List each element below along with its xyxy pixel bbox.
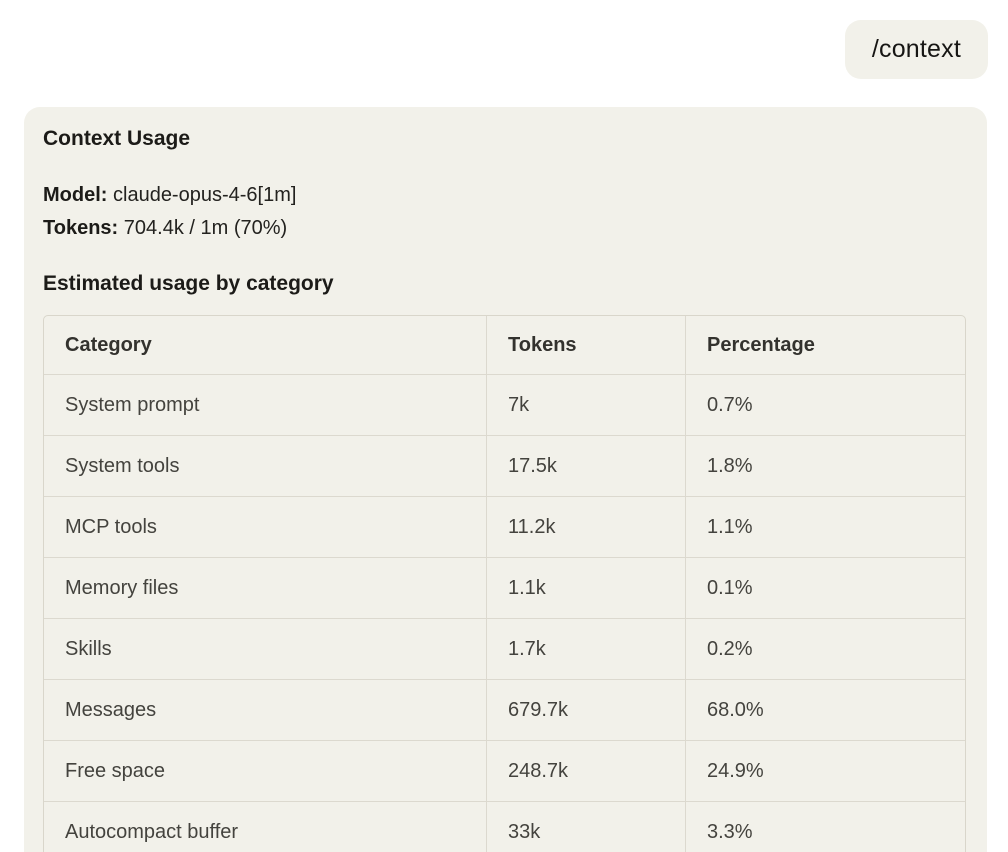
- usage-table: Category Tokens Percentage System prompt…: [43, 315, 966, 852]
- column-header-category: Category: [65, 333, 152, 356]
- category-cell: Skills: [44, 618, 486, 679]
- model-value: claude-opus-4-6[1m]: [113, 184, 297, 206]
- percentage-cell: 3.3%: [685, 801, 965, 852]
- table-header-row: Category Tokens Percentage: [44, 316, 965, 374]
- section-heading: Estimated usage by category: [43, 272, 334, 295]
- category-cell: System prompt: [44, 374, 486, 435]
- tokens-cell: 1.7k: [486, 618, 685, 679]
- context-command-label: /context: [871, 35, 961, 63]
- tokens-cell: 248.7k: [486, 740, 685, 801]
- column-header-tokens: Tokens: [486, 316, 685, 374]
- tokens-value: 704.4k / 1m (70%): [123, 217, 288, 239]
- tokens-label: Tokens:: [43, 217, 119, 239]
- tokens-cell: 11.2k: [486, 496, 685, 557]
- percentage-cell: 0.2%: [685, 618, 965, 679]
- table-row: Autocompact buffer 33k 3.3%: [44, 801, 965, 852]
- category-cell: Messages: [44, 679, 486, 740]
- percentage-cell: 1.1%: [685, 496, 965, 557]
- context-usage-card: Context Usage Model: claude-opus-4-6[1m]…: [24, 107, 987, 852]
- model-tokens-info: Model: claude-opus-4-6[1m] Tokens: 704.4…: [43, 179, 967, 245]
- tokens-cell: 1.1k: [486, 557, 685, 618]
- table-row: Skills 1.7k 0.2%: [44, 618, 965, 679]
- table-row: Free space 248.7k 24.9%: [44, 740, 965, 801]
- table-row: System prompt 7k 0.7%: [44, 374, 965, 435]
- card-title: Context Usage: [43, 127, 191, 150]
- column-header-percentage: Percentage: [685, 316, 965, 374]
- table-row: System tools 17.5k 1.8%: [44, 435, 965, 496]
- category-cell: Autocompact buffer: [44, 801, 486, 852]
- model-line: Model: claude-opus-4-6[1m]: [43, 179, 967, 212]
- percentage-cell: 1.8%: [685, 435, 965, 496]
- percentage-cell: 0.1%: [685, 557, 965, 618]
- model-label: Model:: [43, 184, 108, 206]
- table-row: Messages 679.7k 68.0%: [44, 679, 965, 740]
- tokens-cell: 33k: [486, 801, 685, 852]
- table-row: MCP tools 11.2k 1.1%: [44, 496, 965, 557]
- category-cell: System tools: [44, 435, 486, 496]
- category-cell: Memory files: [44, 557, 486, 618]
- tokens-cell: 17.5k: [486, 435, 685, 496]
- tokens-cell: 679.7k: [486, 679, 685, 740]
- context-command-pill: /context: [844, 20, 988, 79]
- percentage-cell: 68.0%: [685, 679, 965, 740]
- percentage-cell: 24.9%: [685, 740, 965, 801]
- tokens-line: Tokens: 704.4k / 1m (70%): [43, 212, 967, 245]
- category-cell: MCP tools: [44, 496, 486, 557]
- table-row: Memory files 1.1k 0.1%: [44, 557, 965, 618]
- tokens-cell: 7k: [486, 374, 685, 435]
- percentage-cell: 0.7%: [685, 374, 965, 435]
- category-cell: Free space: [44, 740, 486, 801]
